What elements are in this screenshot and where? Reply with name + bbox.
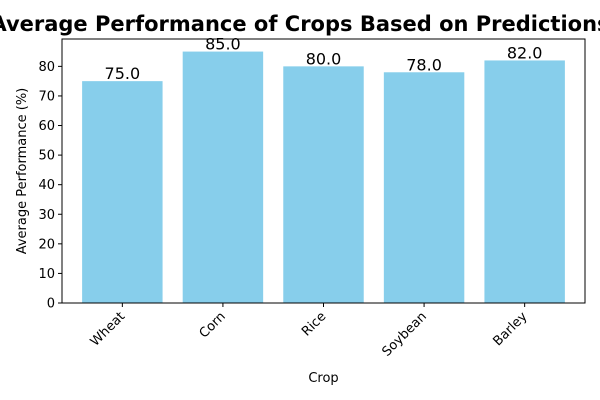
y-tick-label-60: 60 — [38, 119, 55, 134]
bar-soybean — [383, 72, 465, 303]
x-tick-label-corn: Corn — [197, 309, 229, 341]
y-tick-label-30: 30 — [38, 208, 55, 223]
plot-area-frame — [61, 38, 586, 304]
data-label-barley: 82.0 — [507, 43, 543, 62]
bar-barley — [484, 60, 565, 304]
chart-title: Average Performance of Crops Based on Pr… — [0, 12, 600, 36]
x-tick-label-soybean: Soybean — [379, 309, 429, 359]
data-label-wheat: 75.0 — [105, 64, 141, 83]
x-tick-label-wheat: Wheat — [88, 309, 128, 349]
x-tick-label-rice: Rice — [299, 309, 329, 339]
bars-layer: 75.0 85.0 80.0 78.0 82.0 — [82, 35, 565, 304]
bar-rice — [283, 66, 364, 303]
x-axis-label: Crop — [308, 371, 338, 386]
y-tick-label-20: 20 — [38, 237, 55, 252]
data-label-rice: 80.0 — [306, 49, 342, 68]
y-tick-label-0: 0 — [47, 297, 55, 312]
y-tick-label-70: 70 — [38, 89, 55, 104]
y-axis-label: Average Performance (%) — [15, 88, 30, 255]
x-tick-label-barley: Barley — [490, 309, 530, 349]
data-label-soybean: 78.0 — [406, 55, 442, 74]
y-tick-label-80: 80 — [38, 60, 55, 75]
data-label-corn: 85.0 — [205, 35, 241, 54]
bar-corn — [182, 51, 264, 304]
y-tick-label-50: 50 — [38, 149, 55, 164]
y-tick-label-40: 40 — [38, 178, 55, 193]
bar-wheat — [82, 81, 163, 303]
y-tick-label-10: 10 — [38, 267, 55, 282]
